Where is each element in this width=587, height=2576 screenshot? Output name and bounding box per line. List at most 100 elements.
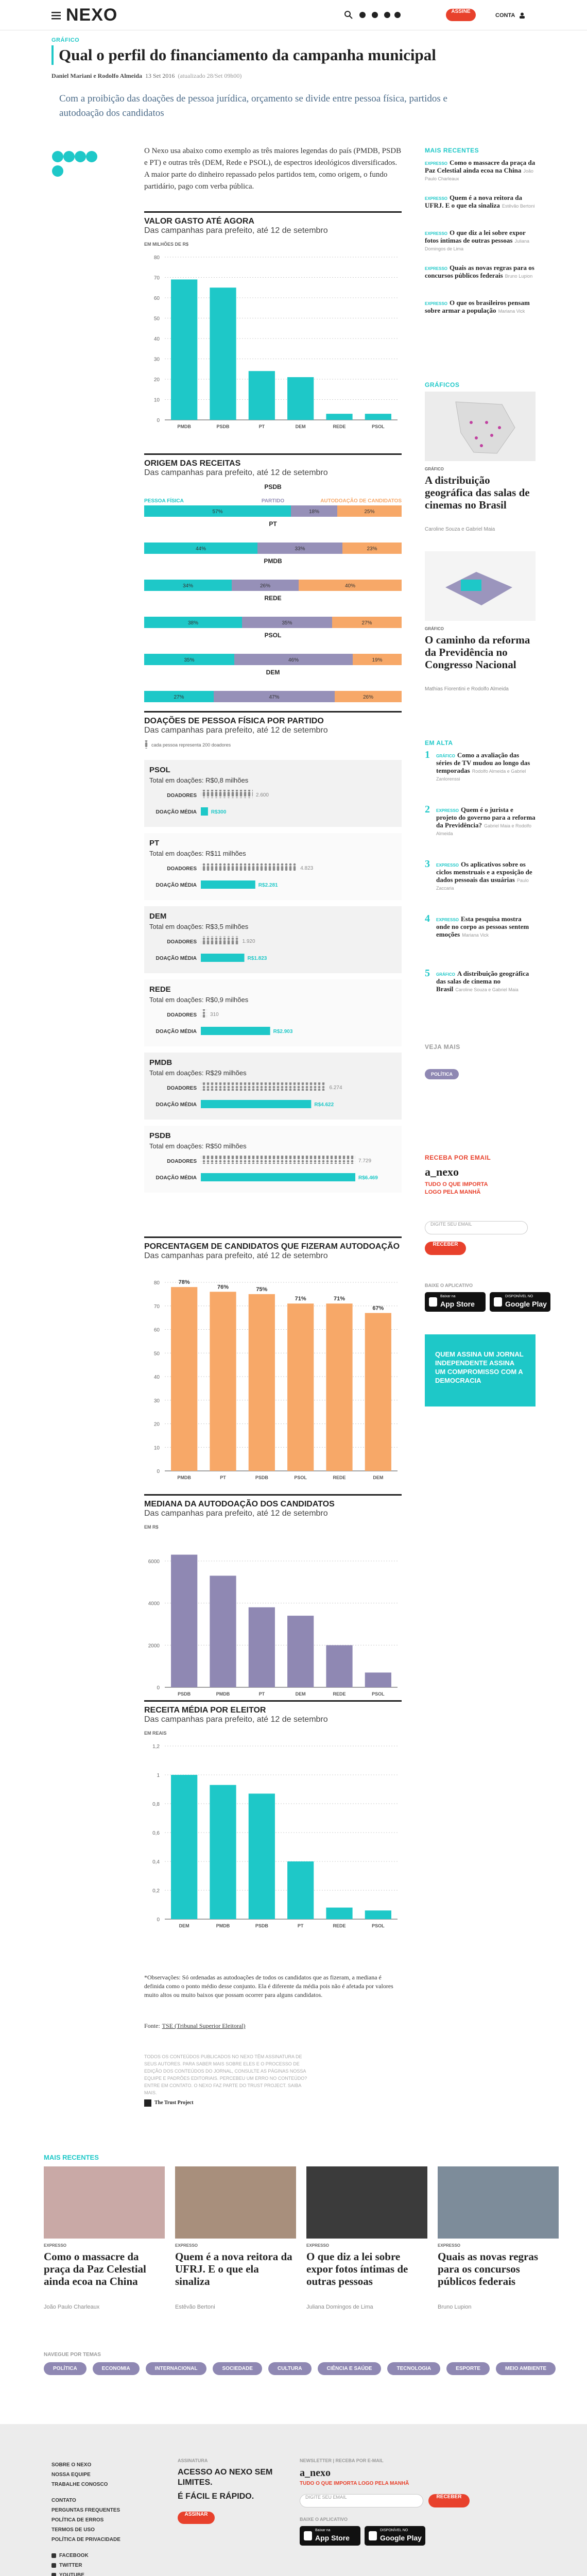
- chart-title: ORIGEM DAS RECEITAS: [144, 459, 241, 468]
- newsletter-name: a_nexo: [425, 1165, 459, 1178]
- donors-strip: [201, 1082, 326, 1091]
- y-tick-label: 2000: [148, 1643, 160, 1649]
- recent-item[interactable]: EXPRESSO O que diz a lei sobre expor foto…: [425, 229, 536, 252]
- social-link[interactable]: FACEBOOK: [51, 2551, 154, 2561]
- theme-pill[interactable]: SOCIEDADE: [213, 2362, 262, 2375]
- theme-pill[interactable]: ECONOMIA: [92, 2362, 140, 2375]
- item-tag: EXPRESSO: [436, 863, 459, 868]
- trending-item[interactable]: EXPRESSO Esta pesquisa mostra onde no cor…: [436, 915, 536, 938]
- party-name: PSDB: [149, 1131, 171, 1140]
- item-tag: EXPRESSO: [436, 918, 459, 922]
- account-link[interactable]: CONTA: [495, 12, 515, 19]
- social-link[interactable]: YOUTUBE: [51, 2570, 154, 2576]
- subscription-button[interactable]: ASSINAR: [178, 2512, 215, 2524]
- email-input[interactable]: DIGITE SEU EMAIL: [300, 2494, 423, 2507]
- share-button: [63, 151, 75, 162]
- recent-item[interactable]: EXPRESSO O que os brasileiros pensam sobr…: [425, 299, 536, 314]
- x-tick-label: REDE: [333, 424, 346, 429]
- footer-link[interactable]: PERGUNTAS FREQUENTES: [51, 2507, 120, 2513]
- x-tick-label: PSDB: [216, 424, 230, 429]
- social-link[interactable]: TWITTER: [51, 2561, 154, 2570]
- trending-item[interactable]: EXPRESSO Quem é o jurista e projeto do go…: [436, 806, 536, 837]
- thumb-dot: [480, 444, 483, 447]
- average-label: DOAÇÃO MÉDIA: [156, 955, 197, 961]
- footer-link[interactable]: SOBRE O NEXO: [51, 2462, 92, 2468]
- article-photo: [306, 2166, 427, 2239]
- bar: [248, 1607, 275, 1687]
- item-title: A distribuição geográfica das salas de c…: [436, 970, 529, 993]
- email-input[interactable]: DIGITE SEU EMAIL: [425, 1221, 528, 1234]
- recent-item[interactable]: EXPRESSO Como o massacre da praça da Paz …: [425, 159, 536, 182]
- y-tick-label: 80: [154, 255, 160, 261]
- footer-link[interactable]: CONTATO: [51, 2498, 76, 2503]
- y-tick-label: 1: [157, 1773, 160, 1778]
- footer-gap: [51, 2489, 154, 2496]
- footer-link[interactable]: TRABALHE CONOSCO: [51, 2482, 108, 2487]
- source-link[interactable]: TSE (Tribunal Superior Eleitoral): [162, 2022, 246, 2029]
- card-title[interactable]: Quais as novas regras para os concursos …: [438, 2250, 539, 2287]
- donors-label: DOADORES: [167, 793, 197, 799]
- trust-project[interactable]: The Trust Project: [154, 2100, 194, 2106]
- x-tick-label: REDE: [333, 1691, 346, 1697]
- store-badge[interactable]: Baixar na App Store: [425, 1292, 486, 1312]
- footer-link[interactable]: POLÍTICA DE PRIVACIDADE: [51, 2537, 120, 2543]
- search-icon: [344, 11, 351, 17]
- footer-link[interactable]: POLÍTICA DE ERROS: [51, 2517, 104, 2523]
- item-author: Caroline Souza e Gabriel Maia: [455, 987, 519, 992]
- donors-strip: [201, 936, 239, 944]
- theme-pill[interactable]: INTERNACIONAL: [145, 2362, 207, 2375]
- value-label: 27%: [361, 620, 372, 626]
- trending-item[interactable]: GRÁFICO A distribuição geográfica das sal…: [436, 970, 536, 993]
- theme-pill[interactable]: CULTURA: [268, 2362, 312, 2375]
- store-badge[interactable]: DISPONÍVEL NO Google Play: [490, 1292, 550, 1312]
- value-label: 18%: [309, 509, 319, 515]
- trending-item[interactable]: EXPRESSO Os aplicativos sobre os ciclos m…: [436, 860, 536, 891]
- theme-pill[interactable]: POLÍTICA: [44, 2362, 87, 2375]
- menu-line: [51, 12, 61, 13]
- donors-value: 1.920: [243, 939, 255, 944]
- source: Fonte: TSE (Tribunal Superior Eleitoral): [144, 2022, 402, 2030]
- section-label[interactable]: GRÁFICO: [51, 37, 80, 43]
- footer-link[interactable]: NOSSA EQUIPE: [51, 2472, 91, 2478]
- recent-item[interactable]: EXPRESSO Quais as novas regras para os co…: [425, 264, 536, 279]
- card-title[interactable]: O que diz a lei sobre expor fotos íntima…: [306, 2250, 408, 2287]
- category-label: PMDB: [264, 557, 282, 565]
- donors-value: 6.274: [330, 1085, 342, 1091]
- party-total: Total em doações: R$3,5 milhões: [149, 923, 249, 930]
- theme-pill[interactable]: MEIO AMBIENTE: [495, 2362, 556, 2375]
- card-title[interactable]: Como o massacre da praça da Paz Celestia…: [44, 2250, 146, 2287]
- theme-pill[interactable]: TECNOLOGIA: [387, 2362, 441, 2375]
- store-badge[interactable]: DISPONÍVEL NO Google Play: [365, 2526, 425, 2546]
- trending-number: 3: [425, 858, 430, 870]
- recent-item[interactable]: EXPRESSO Quem é a nova reitora da UFRJ. E…: [425, 194, 536, 209]
- store-badge[interactable]: Baixar na App Store: [300, 2526, 360, 2546]
- tag-pill[interactable]: POLÍTICA: [425, 1069, 459, 1079]
- average-label: DOAÇÃO MÉDIA: [156, 1174, 197, 1181]
- logo[interactable]: NEXO: [66, 5, 118, 25]
- newsletter-button[interactable]: RECEBER: [425, 1242, 466, 1255]
- value-label: 71%: [334, 1296, 345, 1302]
- subscribe-button[interactable]: ASSINE: [446, 9, 476, 21]
- bar-segment: [242, 617, 332, 628]
- theme-pill[interactable]: ESPORTE: [446, 2362, 490, 2375]
- card-title[interactable]: Quem é a nova reitora da UFRJ. E o que e…: [175, 2250, 292, 2287]
- footer-link[interactable]: TERMOS DE USO: [51, 2527, 95, 2533]
- chart-block: MEDIANA DA AUTODOAÇÃO DOS CANDIDATOS Das …: [144, 1494, 402, 1705]
- card-author: Estêvão Bertoni: [175, 2304, 215, 2310]
- graphic-title[interactable]: A distribuição geográfica das salas de c…: [425, 474, 530, 511]
- y-tick-label: 30: [154, 357, 160, 363]
- x-tick-label: PSDB: [178, 1691, 191, 1697]
- bar: [326, 1645, 353, 1687]
- newsletter-button[interactable]: RECEBER: [428, 2494, 470, 2507]
- trending-item[interactable]: GRÁFICO Como a avaliação das séries de TV…: [436, 751, 536, 782]
- value-label: 40%: [345, 583, 355, 589]
- promo-box[interactable]: QUEM ASSINA UM JORNAL INDEPENDENTE ASSIN…: [425, 1334, 536, 1406]
- average-value: R$4.622: [314, 1102, 334, 1108]
- graphic-title[interactable]: O caminho da reforma da Previdência no C…: [425, 634, 530, 671]
- article-title: Qual o perfil do financiamento da campan…: [51, 45, 522, 65]
- party-total: Total em doações: R$11 milhões: [149, 850, 246, 857]
- theme-pill[interactable]: CIÊNCIA E SAÚDE: [317, 2362, 382, 2375]
- party-name: DEM: [149, 912, 166, 921]
- chart-block: RECEITA MÉDIA POR ELEITOR Das campanhas p…: [144, 1700, 402, 1937]
